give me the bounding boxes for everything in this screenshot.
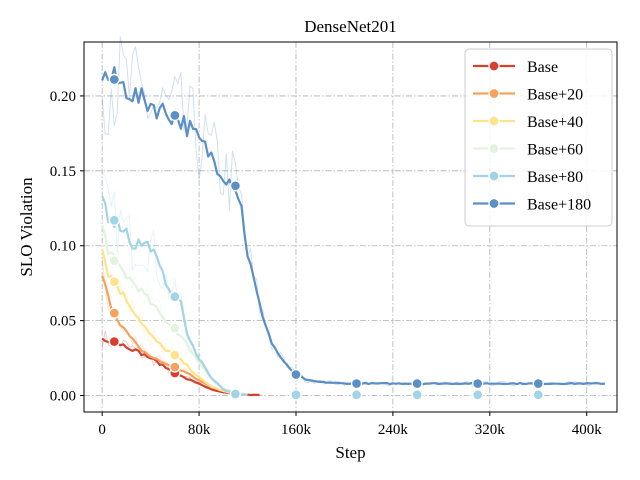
legend-label: Base+20	[527, 87, 583, 104]
y-tick-label: 0.05	[50, 314, 76, 330]
x-tick-label: 0	[98, 422, 106, 438]
x-tick-label: 320k	[475, 422, 506, 438]
series-marker	[108, 255, 120, 267]
series-marker	[411, 389, 423, 401]
legend-label: Base+180	[527, 197, 591, 214]
x-tick-label: 240k	[378, 422, 409, 438]
legend-label: Base+40	[527, 114, 583, 131]
series-marker	[229, 180, 242, 192]
x-axis-label: Step	[335, 443, 365, 462]
legend-label: Base	[527, 59, 558, 76]
series-marker	[108, 307, 120, 319]
y-tick-label: 0.00	[50, 389, 76, 405]
series-line	[101, 337, 260, 397]
legend-marker	[488, 142, 500, 155]
series-marker	[169, 109, 181, 122]
plot-frame	[83, 41, 618, 413]
series-marker	[290, 368, 302, 381]
legend-label: Base+60	[527, 142, 583, 159]
legend-marker	[488, 115, 500, 127]
axis-ticks: 0 80k 160k 240k 320k 400k 0.00 0.05 0.10 0.15 0.20	[50, 89, 602, 438]
series-marker	[229, 388, 242, 400]
series-marker	[350, 377, 363, 390]
x-tick-label: 80k	[188, 422, 211, 438]
legend-marker	[488, 170, 500, 182]
series-marker	[532, 377, 544, 390]
series-marker	[169, 349, 181, 361]
series-marker	[532, 389, 544, 401]
series-lines	[101, 66, 606, 401]
series-marker	[169, 361, 181, 373]
legend-marker	[488, 87, 500, 100]
series-marker	[290, 389, 302, 401]
series-marker	[350, 389, 363, 401]
series-marker	[411, 377, 423, 390]
series-marker	[472, 377, 484, 390]
x-tick-label: 160k	[281, 422, 312, 438]
y-tick-label: 0.20	[50, 89, 76, 105]
series-marker	[108, 335, 120, 348]
series-marker	[108, 214, 120, 226]
series-marker	[108, 73, 120, 86]
legend-marker	[488, 197, 500, 210]
series-marker	[108, 276, 120, 288]
series-marker	[169, 291, 181, 303]
legend-marker	[488, 60, 500, 72]
y-tick-label: 0.10	[50, 239, 76, 255]
series-marker	[169, 322, 181, 334]
legend-label: Base+80	[527, 169, 583, 186]
series-marker	[472, 389, 484, 401]
x-tick-label: 400k	[572, 422, 603, 438]
legend: Base Base+20 Base+40 Base+60 Base+80 Base+180	[464, 48, 613, 227]
y-tick-label: 0.15	[50, 164, 76, 180]
y-axis-label: SLO Violation	[17, 177, 36, 277]
chart-title: DenseNet201	[304, 17, 397, 36]
